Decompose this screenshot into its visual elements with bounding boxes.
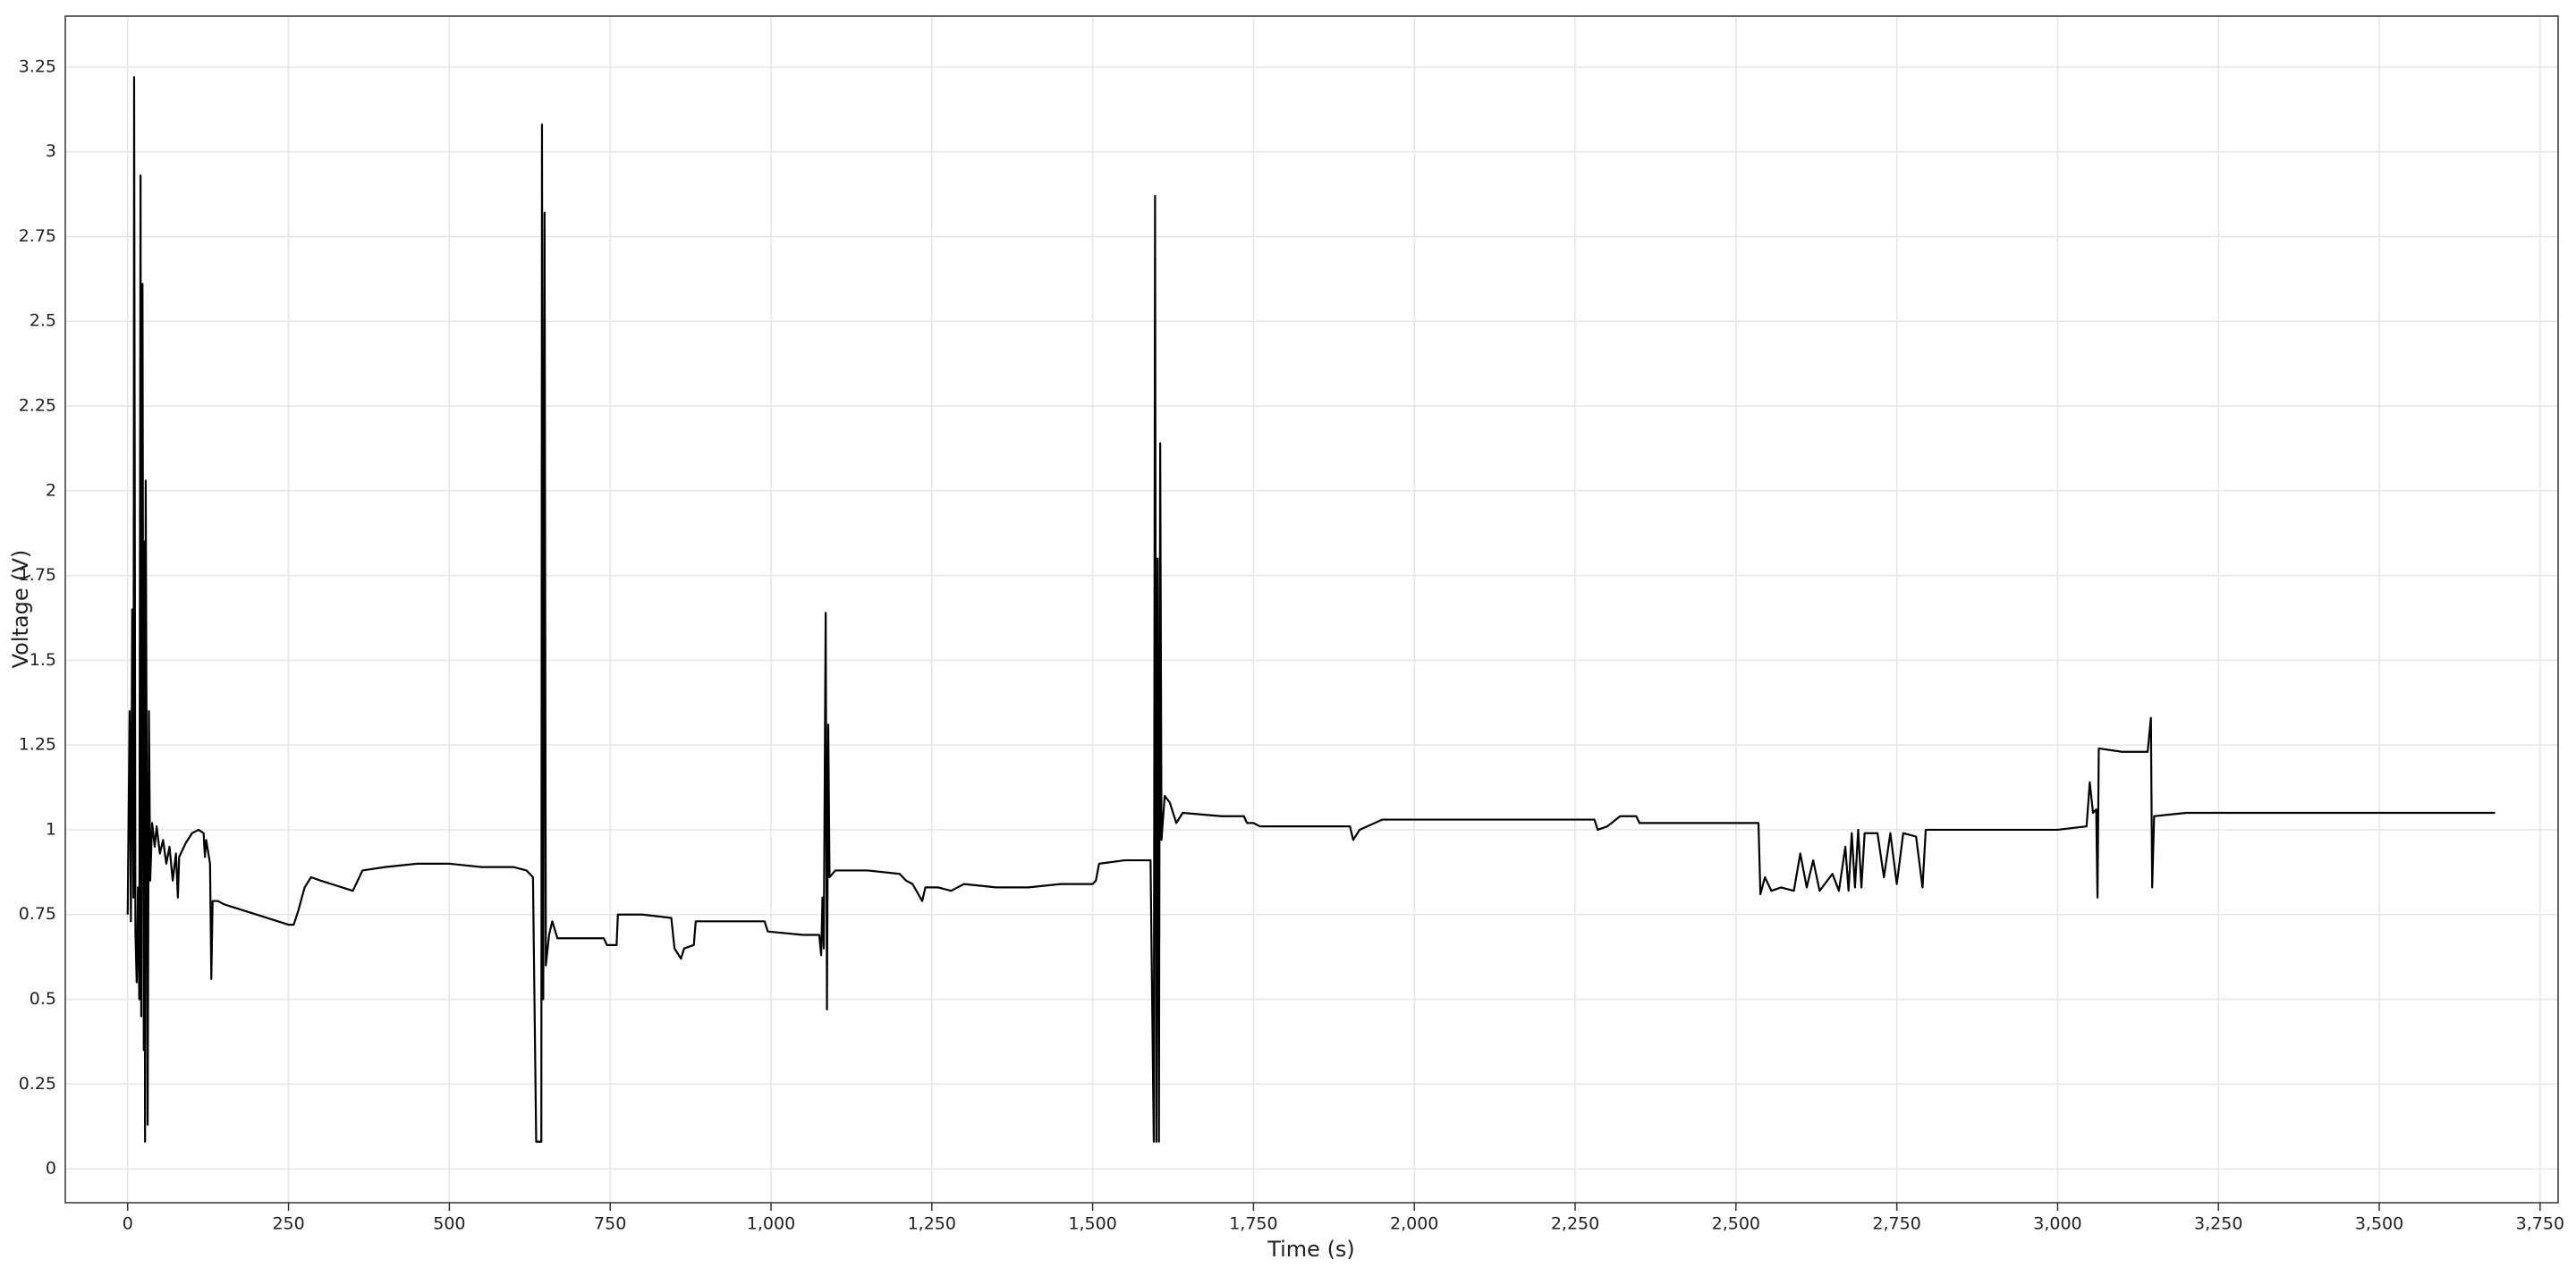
x-tick-label: 2,750 [1872,1214,1920,1234]
x-tick-label: 2,500 [1712,1214,1760,1234]
x-tick-label: 3,750 [2516,1214,2564,1234]
y-tick-label: 0 [46,1159,56,1179]
x-tick-label: 500 [433,1214,465,1234]
y-tick-label: 2.25 [19,396,56,416]
y-tick-label: 2.75 [19,226,56,246]
y-tick-label: 3 [46,141,56,161]
y-tick-label: 1.75 [19,565,56,585]
x-tick-label: 1,750 [1229,1214,1277,1234]
x-tick-label: 1,000 [747,1214,795,1234]
x-tick-label: 2,250 [1551,1214,1599,1234]
y-tick-label: 1.5 [30,650,56,670]
x-tick-label: 1,500 [1068,1214,1116,1234]
y-tick-label: 1.25 [19,735,56,755]
y-tick-label: 1 [46,819,56,839]
x-tick-label: 3,000 [2033,1214,2081,1234]
y-tick-label: 0.25 [19,1074,56,1094]
y-tick-label: 3.25 [19,56,56,76]
x-tick-label: 750 [594,1214,626,1234]
data-line [126,76,2496,1143]
x-tick-label: 1,250 [908,1214,956,1234]
y-tick-label: 2 [46,480,56,500]
plot-frame [64,15,2559,1204]
y-axis-title: Voltage (V) [8,550,33,669]
x-tick-label: 250 [272,1214,304,1234]
x-tick-label: 2,000 [1390,1214,1438,1234]
y-tick-label: 0.5 [30,989,56,1009]
x-axis-title: Time (s) [1267,1237,1355,1262]
x-tick-label: 3,250 [2194,1214,2242,1234]
x-tick-label: 0 [123,1214,133,1234]
x-tick-label: 3,500 [2355,1214,2403,1234]
y-tick-label: 2.5 [30,311,56,331]
y-tick-label: 0.75 [19,904,56,924]
